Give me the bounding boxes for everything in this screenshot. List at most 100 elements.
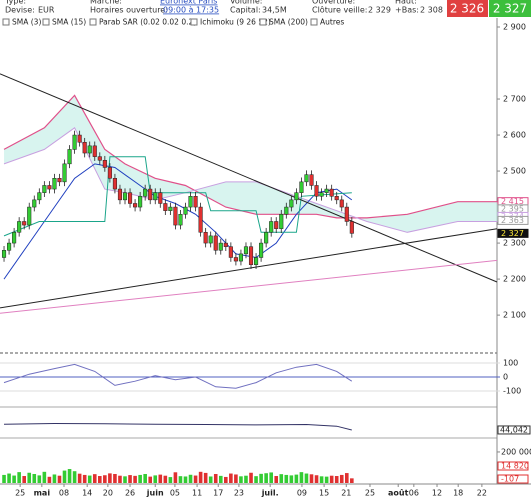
candle-body [32, 199, 37, 208]
volume-bar [334, 476, 339, 483]
y-tick-label: 2 700 [503, 95, 526, 104]
volume-bar [133, 475, 137, 483]
x-tick-label: 09 [297, 489, 307, 498]
legend-checkbox[interactable] [310, 18, 318, 26]
legend-label[interactable]: Parab SAR (0.02 0.02 0.2) [99, 18, 196, 27]
ask-price: 2 327 [493, 2, 527, 16]
candle-body [279, 214, 284, 229]
y-tick-label: 2 900 [503, 23, 526, 32]
volume-bar [67, 469, 72, 483]
volume-bar [77, 473, 82, 483]
legend-label[interactable]: Autres [320, 18, 344, 27]
candle-body [138, 196, 143, 208]
candle-body [47, 185, 52, 190]
indicator2-tag-label: 44,042 [500, 425, 528, 434]
candle-body [274, 221, 279, 229]
candle-body [7, 242, 12, 251]
volume-bar [143, 473, 147, 483]
candle-body [148, 188, 153, 201]
volume-bar [118, 475, 122, 483]
candle-body [12, 232, 17, 244]
volume-bar [294, 474, 299, 483]
volume-bar [304, 473, 309, 483]
candle-body [203, 232, 208, 244]
header-label: Haut: [395, 0, 417, 6]
candle-body [259, 242, 264, 258]
candle-body [183, 206, 188, 215]
candle-body [87, 145, 92, 154]
x-tick-label: 18 [453, 489, 463, 498]
y-tick-label: 2 200 [503, 275, 526, 284]
volume-bar [12, 475, 16, 483]
header-label: Marché: [90, 0, 122, 6]
header-label: Horaires ouverture: [90, 6, 168, 15]
legend-label[interactable]: Ichimoku (9 26 52) [200, 18, 271, 27]
volume-bar [72, 471, 77, 483]
volume-bar [284, 474, 289, 483]
candle-body [1, 250, 7, 258]
volume-bar [264, 473, 268, 483]
candle-body [238, 253, 243, 262]
legend-label[interactable]: SMA (15) [52, 18, 86, 27]
candle-body [188, 196, 193, 208]
candle-body [67, 149, 72, 165]
volume-bar [213, 473, 218, 483]
legend-checkbox[interactable] [259, 18, 267, 26]
volume-bar [244, 475, 248, 483]
candle-body [122, 192, 128, 201]
volume-bar [128, 475, 132, 483]
volume-bar [324, 476, 329, 483]
candle-body [324, 188, 329, 193]
legend-checkbox[interactable] [2, 18, 10, 26]
indicator-line [0, 259, 498, 314]
price-tag-label: 2 327 [501, 229, 524, 238]
volume-tag [497, 474, 529, 484]
header-value: 09:00 à 17:35 [163, 6, 219, 15]
volume-bar [158, 474, 163, 483]
volume-bar [87, 475, 92, 483]
candle-body [27, 206, 32, 226]
volume-bar [173, 472, 178, 483]
header-value: 2 329 [368, 6, 391, 15]
header-label: Euronext Paris [160, 0, 217, 6]
x-tick-label: juil. [261, 489, 279, 498]
candle-body [228, 246, 233, 258]
legend-checkbox[interactable] [42, 18, 50, 26]
legend-label[interactable]: SMA (200) [269, 18, 308, 27]
indicator2-tag [497, 425, 531, 435]
candle-body [143, 188, 148, 197]
x-tick-label: 14 [82, 489, 92, 498]
candle-body [243, 246, 249, 255]
header-value: 34,5M [262, 6, 287, 15]
legend-label[interactable]: SMA (3) [12, 18, 41, 27]
x-tick-label: mai [34, 489, 51, 498]
volume-bar [218, 475, 223, 483]
volume-bar [193, 475, 198, 483]
volume-bar [98, 476, 102, 483]
indicator-line [0, 228, 498, 309]
legend-checkbox[interactable] [190, 18, 198, 26]
volume-bar [319, 476, 324, 483]
bid-box [447, 0, 488, 17]
volume-bar [329, 475, 334, 483]
volume-tag-label: 14 820 [501, 462, 529, 471]
price-tag [497, 215, 529, 225]
x-tick-label: 08 [59, 489, 69, 498]
candle-body [52, 178, 57, 190]
volume-bar [274, 476, 279, 483]
legend-checkbox[interactable] [89, 18, 97, 26]
header-value: EUR [38, 6, 55, 15]
candle-body [178, 214, 183, 226]
volume-bar [52, 474, 57, 483]
x-tick-label: 17 [213, 489, 223, 498]
header-label: +Bas: [395, 6, 419, 15]
candle-body [82, 141, 87, 154]
volume-bar [148, 476, 153, 483]
x-tick-label: 05 [170, 489, 180, 498]
volume-bar [339, 474, 344, 483]
volume-tick-label: 200 000 [501, 447, 531, 456]
volume-bar [178, 476, 183, 483]
osc-tick-label: 100 [503, 359, 518, 368]
candle-body [208, 235, 213, 244]
